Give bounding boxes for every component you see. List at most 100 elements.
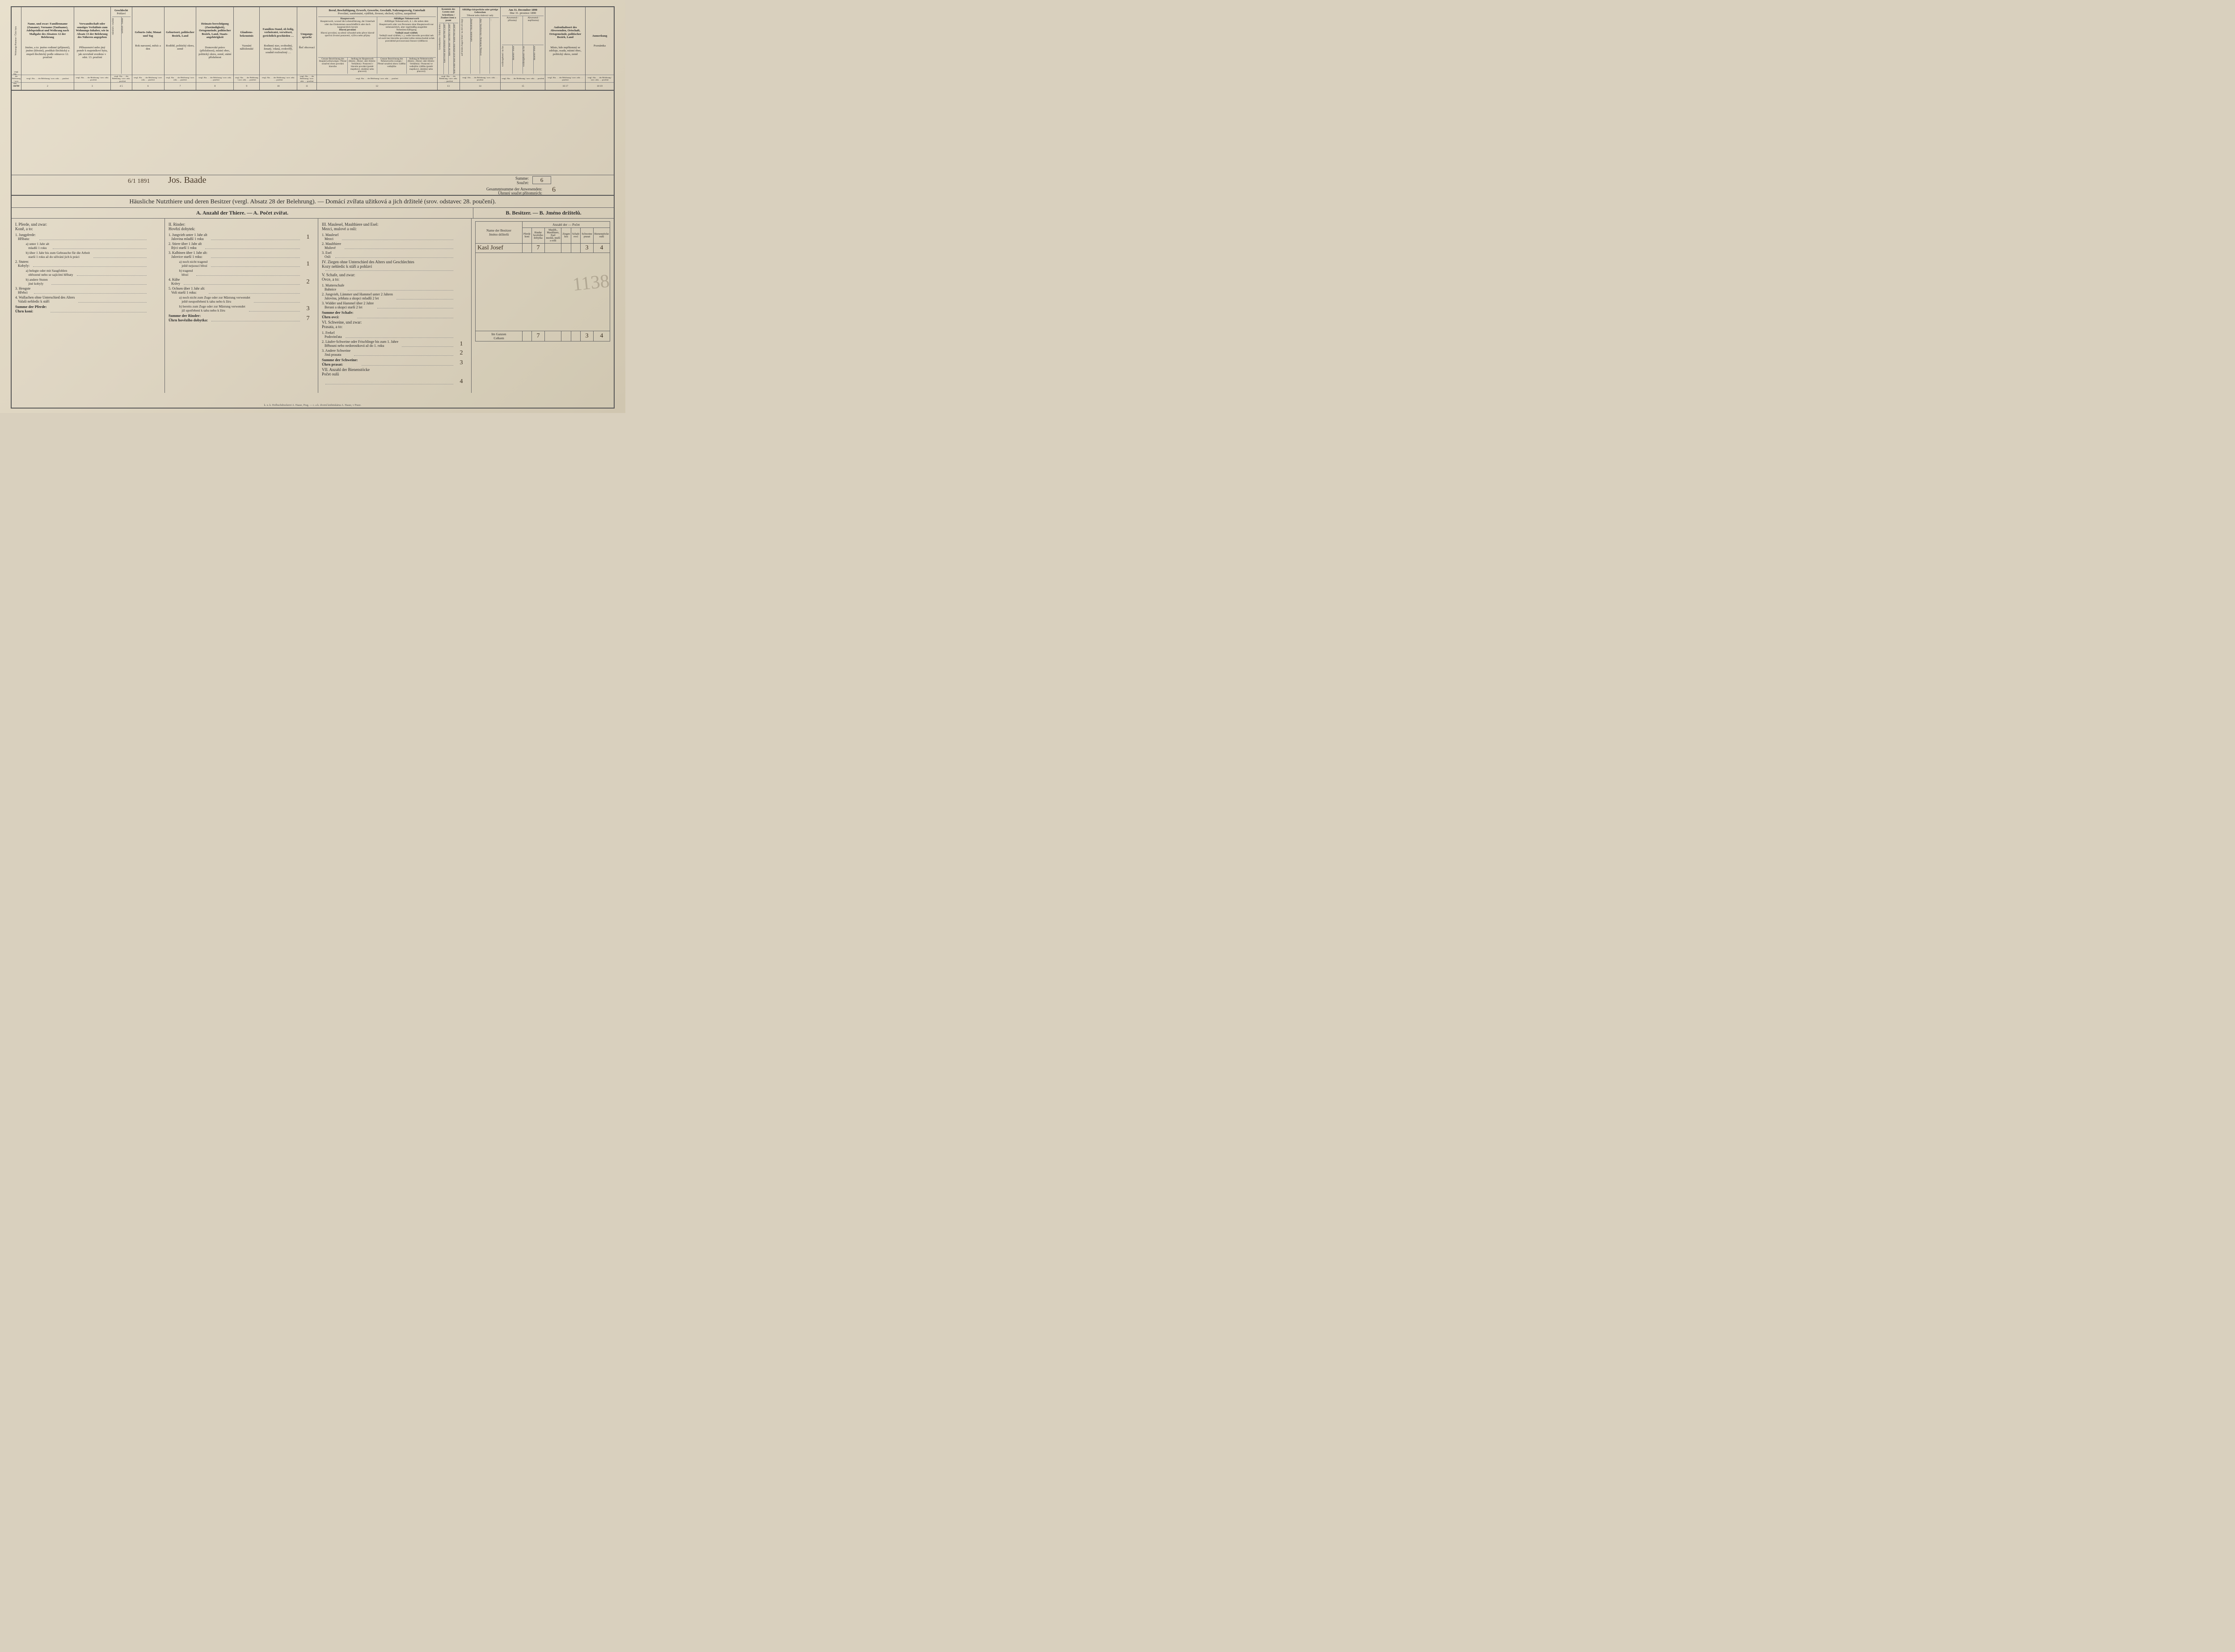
livestock-item: 2. Stiere über 1 Jahr alt Býci starší 1 … bbox=[169, 242, 314, 250]
livestock-item: b) bereits zum Zuge oder zur Mästung ver… bbox=[169, 304, 314, 312]
header-col-text: Umgangs-spracheŘeč obcovací bbox=[297, 7, 316, 75]
subsection-b: B. Besitzer. — B. Jméno držitelů. bbox=[473, 208, 614, 218]
panel-cattle: II. Rinder:Hovězí dobytek:1. Jungvieh un… bbox=[165, 219, 318, 393]
sum-label-cz: Součet: bbox=[517, 181, 529, 185]
header-num-row: 15 bbox=[501, 82, 545, 90]
item-label: b) andere Stuten jiné kobyly bbox=[23, 278, 50, 286]
header-col: Geburts-Jahr, Monat und TagRok narození,… bbox=[132, 7, 164, 90]
dot-leader bbox=[335, 257, 453, 258]
header-col-text: Geburtsort, politischer Bezirk, LandRodi… bbox=[164, 7, 196, 75]
header-col-text: Kenntnis des Lesens und Schreibens / Zna… bbox=[438, 7, 460, 75]
header-col-text: Verwandtschaft oder sonstiges Verhältnis… bbox=[74, 7, 110, 75]
livestock-item bbox=[322, 270, 468, 272]
owner-count: 4 bbox=[593, 244, 610, 253]
header-ref-row: vergl. Abs. … der Belehrung / srov. odst… bbox=[12, 75, 21, 82]
item-value: 1 bbox=[302, 234, 314, 241]
item-label: 2. Maulthiere Mulové bbox=[322, 242, 343, 250]
header-ref-row: vergl. Abs. … der Belehrung / srov. odst… bbox=[260, 75, 297, 82]
header-ref-row: vergl. Abs. … der Belehrung / srov. odst… bbox=[586, 75, 614, 82]
owners-filler-row bbox=[476, 253, 610, 331]
date-handwritten: 6/1 1891 bbox=[128, 178, 150, 185]
owner-count: 3 bbox=[581, 244, 593, 253]
owners-table: Name der BesitzerJméno držitelůAnzahl de… bbox=[475, 221, 610, 341]
panel-owners: Name der BesitzerJméno držitelůAnzahl de… bbox=[472, 219, 614, 393]
header-col-text: Am 31. December 1890Dne 31. prosince 189… bbox=[501, 7, 545, 75]
header-ref-row: vergl. Abs. … der Belehrung / srov. odst… bbox=[460, 75, 501, 82]
livestock-item: b) über 1 Jahr bis zum Gebrauche für die… bbox=[15, 251, 161, 259]
owners-col-head: Schafeovcí bbox=[571, 228, 581, 244]
owners-total-value bbox=[561, 331, 571, 341]
livestock-item: 2. Maulthiere Mulové bbox=[322, 242, 468, 250]
dot-leader bbox=[211, 266, 300, 267]
dot-leader bbox=[184, 284, 300, 285]
header-col: Verwandtschaft oder sonstiges Verhältnis… bbox=[74, 7, 111, 90]
owner-count bbox=[571, 244, 581, 253]
dot-leader bbox=[346, 337, 453, 338]
livestock-item: Summe der Schafe: Úhrn ovcí: bbox=[322, 310, 468, 319]
header-col: Aufenthaltsort des Abwesenden, Ortschaft… bbox=[545, 7, 586, 90]
dot-leader bbox=[33, 266, 147, 267]
header-col-text: Allfällige körperliche oder geistige Geb… bbox=[460, 7, 501, 75]
dot-leader bbox=[34, 293, 147, 294]
header-col-text: AnmerkungPoznámka bbox=[586, 7, 614, 75]
sum-label-de: Summe: bbox=[515, 176, 529, 181]
panel-horses: I. Pferde, und zwar:Koně, a to:1. Jungpf… bbox=[12, 219, 165, 393]
item-label: 1. Mutterschafe Bahnice bbox=[322, 283, 346, 291]
item-label: 4. Wallachen ohne Unterschied des Alters… bbox=[15, 295, 76, 303]
header-num-row: 8 bbox=[196, 82, 233, 90]
header-col-text: Wohnungs-Nummer / Číslo bytu bbox=[12, 7, 21, 75]
census-sheet-page: Wohnungs-Nummer / Číslo bytuvergl. Abs. … bbox=[0, 0, 625, 413]
sheet-frame: Wohnungs-Nummer / Číslo bytuvergl. Abs. … bbox=[11, 6, 615, 409]
header-col: Beruf, Beschäftigung, Erwerb, Gewerbe, G… bbox=[317, 7, 438, 90]
header-num-row: 14 bbox=[460, 82, 501, 90]
header-num-row: 16 17 bbox=[545, 82, 585, 90]
header-num-row: 13 bbox=[438, 82, 460, 90]
owners-totals-label: Im GanzenCelkem bbox=[476, 331, 523, 341]
item-label: b) über 1 Jahr bis zum Gebrauche für die… bbox=[23, 251, 92, 259]
dot-leader bbox=[354, 355, 453, 356]
header-ref-row: vergl. Abs. … der Belehrung / srov. odst… bbox=[196, 75, 233, 82]
total-label-cz: Úhrnný součet přítomných: bbox=[498, 191, 542, 195]
item-label: 1. Ferkel Podsvinčata bbox=[322, 331, 344, 339]
livestock-item: 1. Jungvieh unter 1 Jahr alt Jalovina ml… bbox=[169, 233, 314, 241]
section-title: Häusliche Nutzthiere und deren Besitzer … bbox=[12, 196, 614, 208]
sum-value: 6 bbox=[532, 176, 551, 184]
item-label: 1. Maulesel Mezci bbox=[322, 233, 340, 241]
subsection-a: A. Anzahl der Thiere. — A. Počet zvířat. bbox=[12, 208, 473, 218]
item-label: Summe der Pferde: Úhrn koní: bbox=[15, 304, 49, 313]
header-ref-row: vergl. Abs. … der Belehrung / srov. odst… bbox=[164, 75, 196, 82]
livestock-item: 3. Kalbinen über 1 Jahr alt: Jalovice st… bbox=[169, 251, 314, 259]
item-label: 2. Stiere über 1 Jahr alt Býci starší 1 … bbox=[169, 242, 203, 250]
item-value: 2 bbox=[302, 278, 314, 286]
dot-leader bbox=[402, 346, 453, 347]
header-col-text: Familien-Stand, ob ledig, verheiratet, v… bbox=[260, 7, 297, 75]
header-ref-row: vergl. Abs. … der Belehrung / srov. odst… bbox=[74, 75, 110, 82]
header-col: Allfällige körperliche oder geistige Geb… bbox=[460, 7, 501, 90]
livestock-item: 4. Wallachen ohne Unterschied des Alters… bbox=[15, 295, 161, 303]
owners-col-head: Schweineprasat bbox=[581, 228, 593, 244]
item-label: 2. Stuten: Kobyly: bbox=[15, 260, 31, 268]
livestock-item: 3. Esel Osli bbox=[322, 251, 468, 259]
livestock-item: 3. Hengste Hřebci bbox=[15, 287, 161, 295]
dot-leader bbox=[249, 311, 300, 312]
owners-total-value bbox=[545, 331, 561, 341]
item-label: 3. Esel Osli bbox=[322, 251, 333, 259]
livestock-item: b) tragend březí bbox=[169, 269, 314, 277]
header-ref-row: vergl. Abs. … der Belehrung / srov. odst… bbox=[545, 75, 585, 82]
livestock-item: 1. Jungpferde: Hříbata: bbox=[15, 233, 161, 241]
item-label: 3. Hengste Hřebci bbox=[15, 287, 32, 295]
printer-imprint: k. u. k. Hofbuchdruckerei A. Haase, Prag… bbox=[12, 404, 614, 407]
owners-total-value: 3 bbox=[581, 331, 593, 341]
item-value: 1 bbox=[455, 341, 468, 348]
livestock-item: 1. Maulesel Mezci bbox=[322, 233, 468, 241]
dot-leader bbox=[196, 275, 300, 276]
blank-data-area bbox=[12, 91, 614, 175]
header-ref-row: vergl. Abs. … der Belehrung / srov. odst… bbox=[111, 75, 132, 82]
item-label: 2. Läufer-Schweine oder Frischlinge bis … bbox=[322, 340, 400, 348]
group-head: III. Maulesel, Maulthiere und Esel:Mezci… bbox=[322, 222, 468, 231]
item-label: Summe der Rinder: Úhrn hovězího dobytka: bbox=[169, 313, 210, 322]
header-col: Name, und zwar: Familienname (Zuname), V… bbox=[21, 7, 74, 90]
livestock-item: 2. Stuten: Kobyly: bbox=[15, 260, 161, 268]
summary-bar: 6/1 1891 Jos. Baade Summe: Součet: 6 Ges… bbox=[12, 175, 614, 196]
header-col: Heimats-berechtigung (Zuständigkeit), Or… bbox=[196, 7, 234, 90]
